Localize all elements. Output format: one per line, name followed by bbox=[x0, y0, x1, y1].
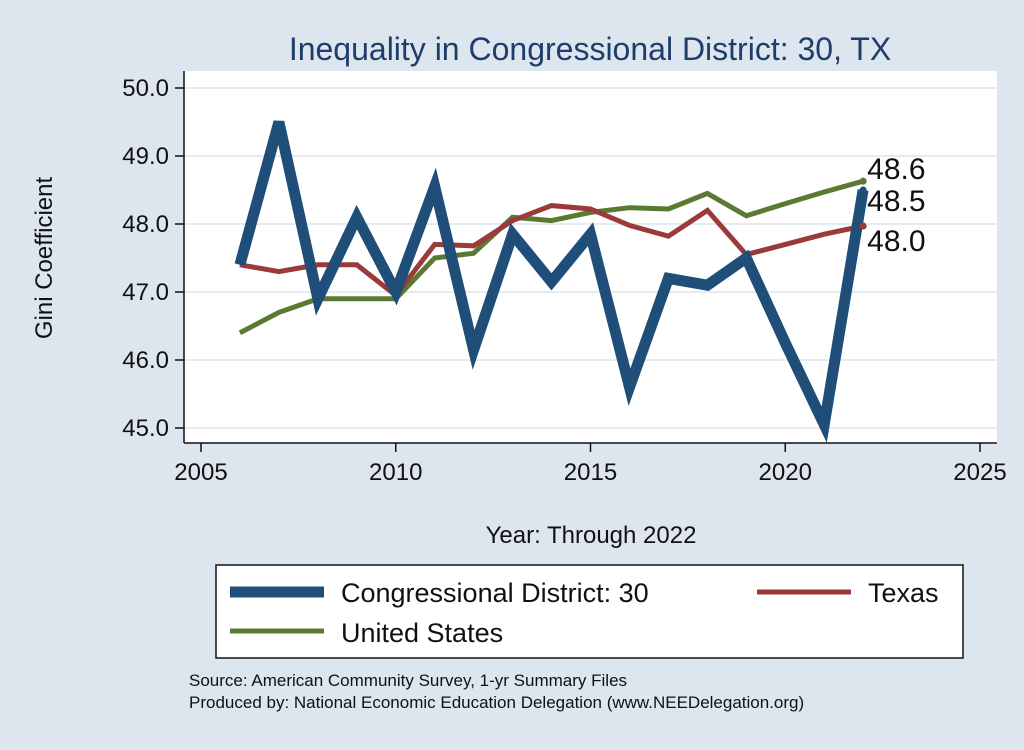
legend-box bbox=[215, 564, 964, 659]
end-label-texas: 48.0 bbox=[867, 225, 925, 258]
end-point-texas bbox=[859, 222, 867, 230]
end-label-congressional-district-30: 48.5 bbox=[867, 185, 925, 218]
y-tick-label: 49.0 bbox=[122, 143, 169, 170]
y-tick-label: 48.0 bbox=[122, 211, 169, 238]
end-labels: 48.648.5 48.0 bbox=[859, 153, 926, 258]
legend-label-texas: Texas bbox=[868, 578, 939, 608]
series-lines bbox=[234, 120, 869, 443]
series-line-texas bbox=[239, 203, 864, 299]
x-tick-label: 2025 bbox=[953, 459, 1006, 486]
y-tick-label: 46.0 bbox=[122, 347, 169, 374]
series-line-united-states bbox=[238, 178, 864, 336]
x-tick-label: 2015 bbox=[564, 459, 617, 486]
x-axis-title: Year: Through 2022 bbox=[486, 522, 697, 549]
chart-title: Inequality in Congressional District: 30… bbox=[289, 31, 891, 67]
source-line-2: Produced by: National Economic Education… bbox=[189, 693, 804, 712]
legend-label-district: Congressional District: 30 bbox=[341, 578, 649, 608]
y-tick-label: 45.0 bbox=[122, 415, 169, 442]
x-tick-label: 2005 bbox=[174, 459, 227, 486]
legend-entry-texas: Texas bbox=[757, 578, 939, 608]
axes: 45.0 46.0 47.0 48.0 49.0 50.0 2005 2010 2015 2020… bbox=[122, 71, 1007, 486]
end-point-congressional-district-30 bbox=[859, 186, 867, 194]
end-label-united-states: 48.6 bbox=[867, 153, 925, 186]
end-point-united-states bbox=[859, 177, 867, 185]
plot-area: 45.0 46.0 47.0 48.0 49.0 50.0 2005 2010 2015 2020… bbox=[122, 71, 1007, 486]
series-line-congressional-district-30 bbox=[234, 120, 869, 443]
y-axis-title: Gini Coefficient bbox=[31, 177, 58, 340]
legend-entry-us: United States bbox=[230, 618, 503, 648]
legend: Congressional District: 30 Texas United … bbox=[215, 564, 964, 659]
x-tick-label: 2010 bbox=[369, 459, 422, 486]
source-line-1: Source: American Community Survey, 1-yr … bbox=[189, 671, 627, 690]
x-tick-label: 2020 bbox=[759, 459, 812, 486]
legend-label-us: United States bbox=[341, 618, 503, 648]
y-tick-label: 47.0 bbox=[122, 279, 169, 306]
legend-entry-district: Congressional District: 30 bbox=[230, 578, 649, 608]
y-tick-label: 50.0 bbox=[122, 75, 169, 102]
plot-background bbox=[184, 71, 997, 443]
